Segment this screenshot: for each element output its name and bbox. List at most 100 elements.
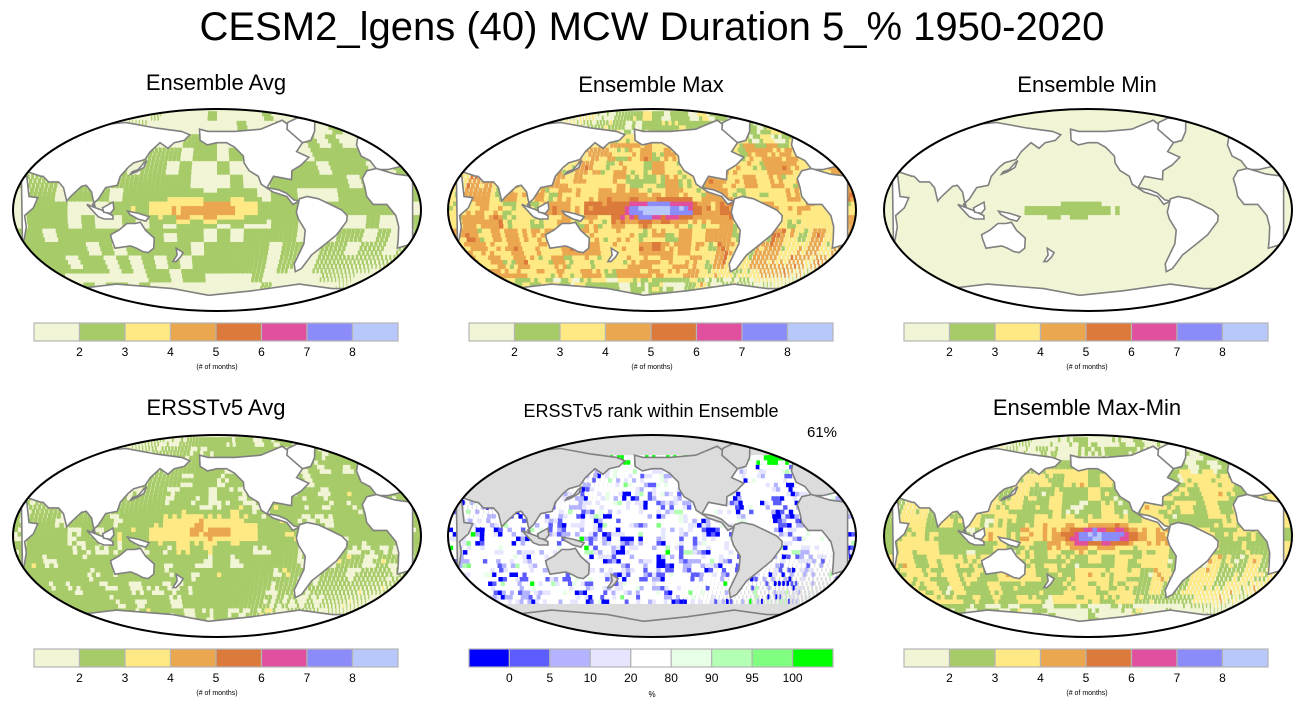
map-cell <box>77 124 80 130</box>
map-cell <box>179 124 183 130</box>
map-cell <box>190 124 194 130</box>
map-cell <box>310 263 314 269</box>
map-cell <box>221 245 227 251</box>
map-cell <box>49 219 56 225</box>
map-cell <box>144 115 146 121</box>
map-cell <box>173 178 178 184</box>
map-cell <box>202 281 207 287</box>
map-cell <box>330 241 335 247</box>
map-cell <box>138 178 143 184</box>
map-cell <box>110 250 117 256</box>
map-cell <box>87 124 90 130</box>
map-cell <box>249 286 253 292</box>
map-cell <box>411 201 417 207</box>
map-cell <box>553 277 560 283</box>
map-cell <box>348 205 354 211</box>
map-cell <box>383 241 387 247</box>
map-cell <box>13 214 19 220</box>
map-cell <box>198 142 202 148</box>
map-cell <box>100 111 104 117</box>
map-cell <box>204 120 208 126</box>
map-cell <box>362 205 368 211</box>
map-cell <box>93 259 100 265</box>
map-cell <box>185 223 191 229</box>
map-cell <box>338 277 340 283</box>
map-cell <box>164 120 167 126</box>
map-cell <box>110 187 115 193</box>
map-cell <box>234 228 240 234</box>
map-cell <box>66 236 74 242</box>
map-cell <box>256 120 262 126</box>
map-cell <box>251 250 256 256</box>
map-cell <box>480 272 490 278</box>
map-cell <box>291 259 295 265</box>
map-cell <box>76 272 85 278</box>
map-cell <box>54 196 60 202</box>
map-cell <box>238 250 243 256</box>
map-cell <box>316 151 324 157</box>
map-cell <box>510 120 513 126</box>
map-cell <box>127 272 134 278</box>
map-cell <box>208 156 214 162</box>
map-cell <box>347 196 354 202</box>
map-cell <box>175 259 182 265</box>
map-cell <box>199 236 205 242</box>
map-cell <box>93 115 96 121</box>
map-cell <box>183 124 187 130</box>
map-cell <box>149 192 155 198</box>
map-cell <box>179 142 183 148</box>
map-cell <box>145 268 152 274</box>
map-cell <box>317 281 319 287</box>
map-cell <box>168 241 175 247</box>
map-cell <box>217 268 222 274</box>
map-cell <box>253 201 259 207</box>
map-cell <box>31 210 37 216</box>
map-cell <box>541 115 543 121</box>
map-cell <box>359 165 367 171</box>
map-cell <box>71 295 81 301</box>
map-cell <box>359 245 363 251</box>
map-cell <box>225 241 231 247</box>
map-cell <box>312 174 319 180</box>
map-cell <box>313 165 320 171</box>
map-cell <box>526 111 530 117</box>
map-cell <box>260 115 267 121</box>
map-cell <box>203 232 209 238</box>
map-cell <box>176 214 182 220</box>
map-cell <box>542 241 549 247</box>
map-cell <box>61 281 70 287</box>
map-cell <box>275 210 281 216</box>
map-cell <box>194 192 200 198</box>
map-cell <box>123 250 130 256</box>
map-cell <box>212 214 218 220</box>
map-cell <box>342 124 351 130</box>
map-cell <box>340 169 348 175</box>
map-cell <box>498 223 505 229</box>
map-cell <box>482 259 491 265</box>
map-cell <box>532 111 536 117</box>
map-cell <box>516 210 522 216</box>
map-cell <box>143 174 148 180</box>
map-cell <box>280 223 285 229</box>
map-cell <box>332 160 340 166</box>
map-cell <box>340 304 344 310</box>
map-cell <box>135 201 141 207</box>
map-cell <box>225 259 230 265</box>
map-cell <box>100 272 108 278</box>
map-cell <box>207 120 211 126</box>
map-cell <box>229 160 235 166</box>
map-cell <box>130 174 135 180</box>
map-cell <box>160 115 163 121</box>
map-cell <box>245 115 251 121</box>
map-cell <box>182 250 189 256</box>
map-cell <box>53 254 61 260</box>
map-cell <box>288 187 294 193</box>
map-cell <box>309 138 317 144</box>
map-cell <box>153 219 159 225</box>
map-cell <box>123 272 131 278</box>
map-cell <box>217 160 222 166</box>
map-cell <box>479 254 488 260</box>
map-cell <box>229 169 235 175</box>
map-cell <box>161 250 168 256</box>
map-cell <box>217 169 222 175</box>
